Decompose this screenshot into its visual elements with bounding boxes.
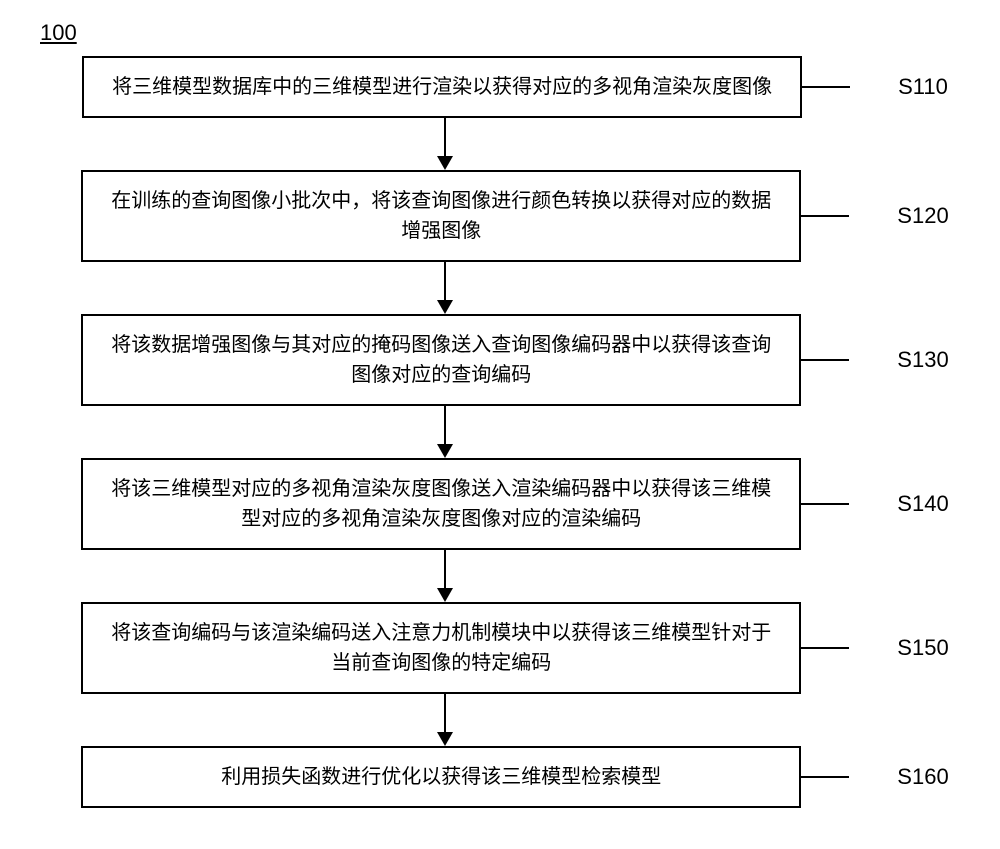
step-label-s130: S130	[897, 347, 948, 373]
step-row-4: 将该三维模型对应的多视角渲染灰度图像送入渲染编码器中以获得该三维模型对应的多视角…	[50, 458, 980, 550]
leader-line	[801, 503, 849, 505]
step-box-s150: 将该查询编码与该渲染编码送入注意力机制模块中以获得该三维模型针对于当前查询图像的…	[81, 602, 801, 694]
arrow-down-icon	[437, 262, 453, 314]
step-box-s120: 在训练的查询图像小批次中，将该查询图像进行颜色转换以获得对应的数据增强图像	[81, 170, 801, 262]
step-row-6: 利用损失函数进行优化以获得该三维模型检索模型 S160	[50, 746, 980, 808]
step-row-1: 将三维模型数据库中的三维模型进行渲染以获得对应的多视角渲染灰度图像 S110	[50, 56, 980, 118]
leader-line	[801, 215, 849, 217]
step-label-s120: S120	[897, 203, 948, 229]
leader-line	[801, 359, 849, 361]
arrow-down-icon	[437, 118, 453, 170]
step-row-5: 将该查询编码与该渲染编码送入注意力机制模块中以获得该三维模型针对于当前查询图像的…	[50, 602, 980, 694]
leader-line	[801, 776, 849, 778]
step-row-3: 将该数据增强图像与其对应的掩码图像送入查询图像编码器中以获得该查询图像对应的查询…	[50, 314, 980, 406]
step-label-s110: S110	[898, 74, 948, 100]
step-box-s130: 将该数据增强图像与其对应的掩码图像送入查询图像编码器中以获得该查询图像对应的查询…	[81, 314, 801, 406]
leader-line	[801, 647, 849, 649]
step-label-s140: S140	[897, 491, 948, 517]
arrow-wrap	[50, 118, 980, 170]
arrow-down-icon	[437, 550, 453, 602]
arrow-wrap	[50, 694, 980, 746]
step-box-s110: 将三维模型数据库中的三维模型进行渲染以获得对应的多视角渲染灰度图像	[82, 56, 802, 118]
step-label-s150: S150	[897, 635, 948, 661]
step-label-s160: S160	[897, 764, 948, 790]
arrow-wrap	[50, 550, 980, 602]
step-box-s160: 利用损失函数进行优化以获得该三维模型检索模型	[81, 746, 801, 808]
leader-line	[802, 86, 850, 88]
arrow-down-icon	[437, 694, 453, 746]
step-row-2: 在训练的查询图像小批次中，将该查询图像进行颜色转换以获得对应的数据增强图像 S1…	[50, 170, 980, 262]
arrow-down-icon	[437, 406, 453, 458]
figure-label: 100	[40, 20, 980, 46]
arrow-wrap	[50, 406, 980, 458]
arrow-wrap	[50, 262, 980, 314]
step-box-s140: 将该三维模型对应的多视角渲染灰度图像送入渲染编码器中以获得该三维模型对应的多视角…	[81, 458, 801, 550]
flowchart-container: 将三维模型数据库中的三维模型进行渲染以获得对应的多视角渲染灰度图像 S110 在…	[50, 56, 980, 808]
